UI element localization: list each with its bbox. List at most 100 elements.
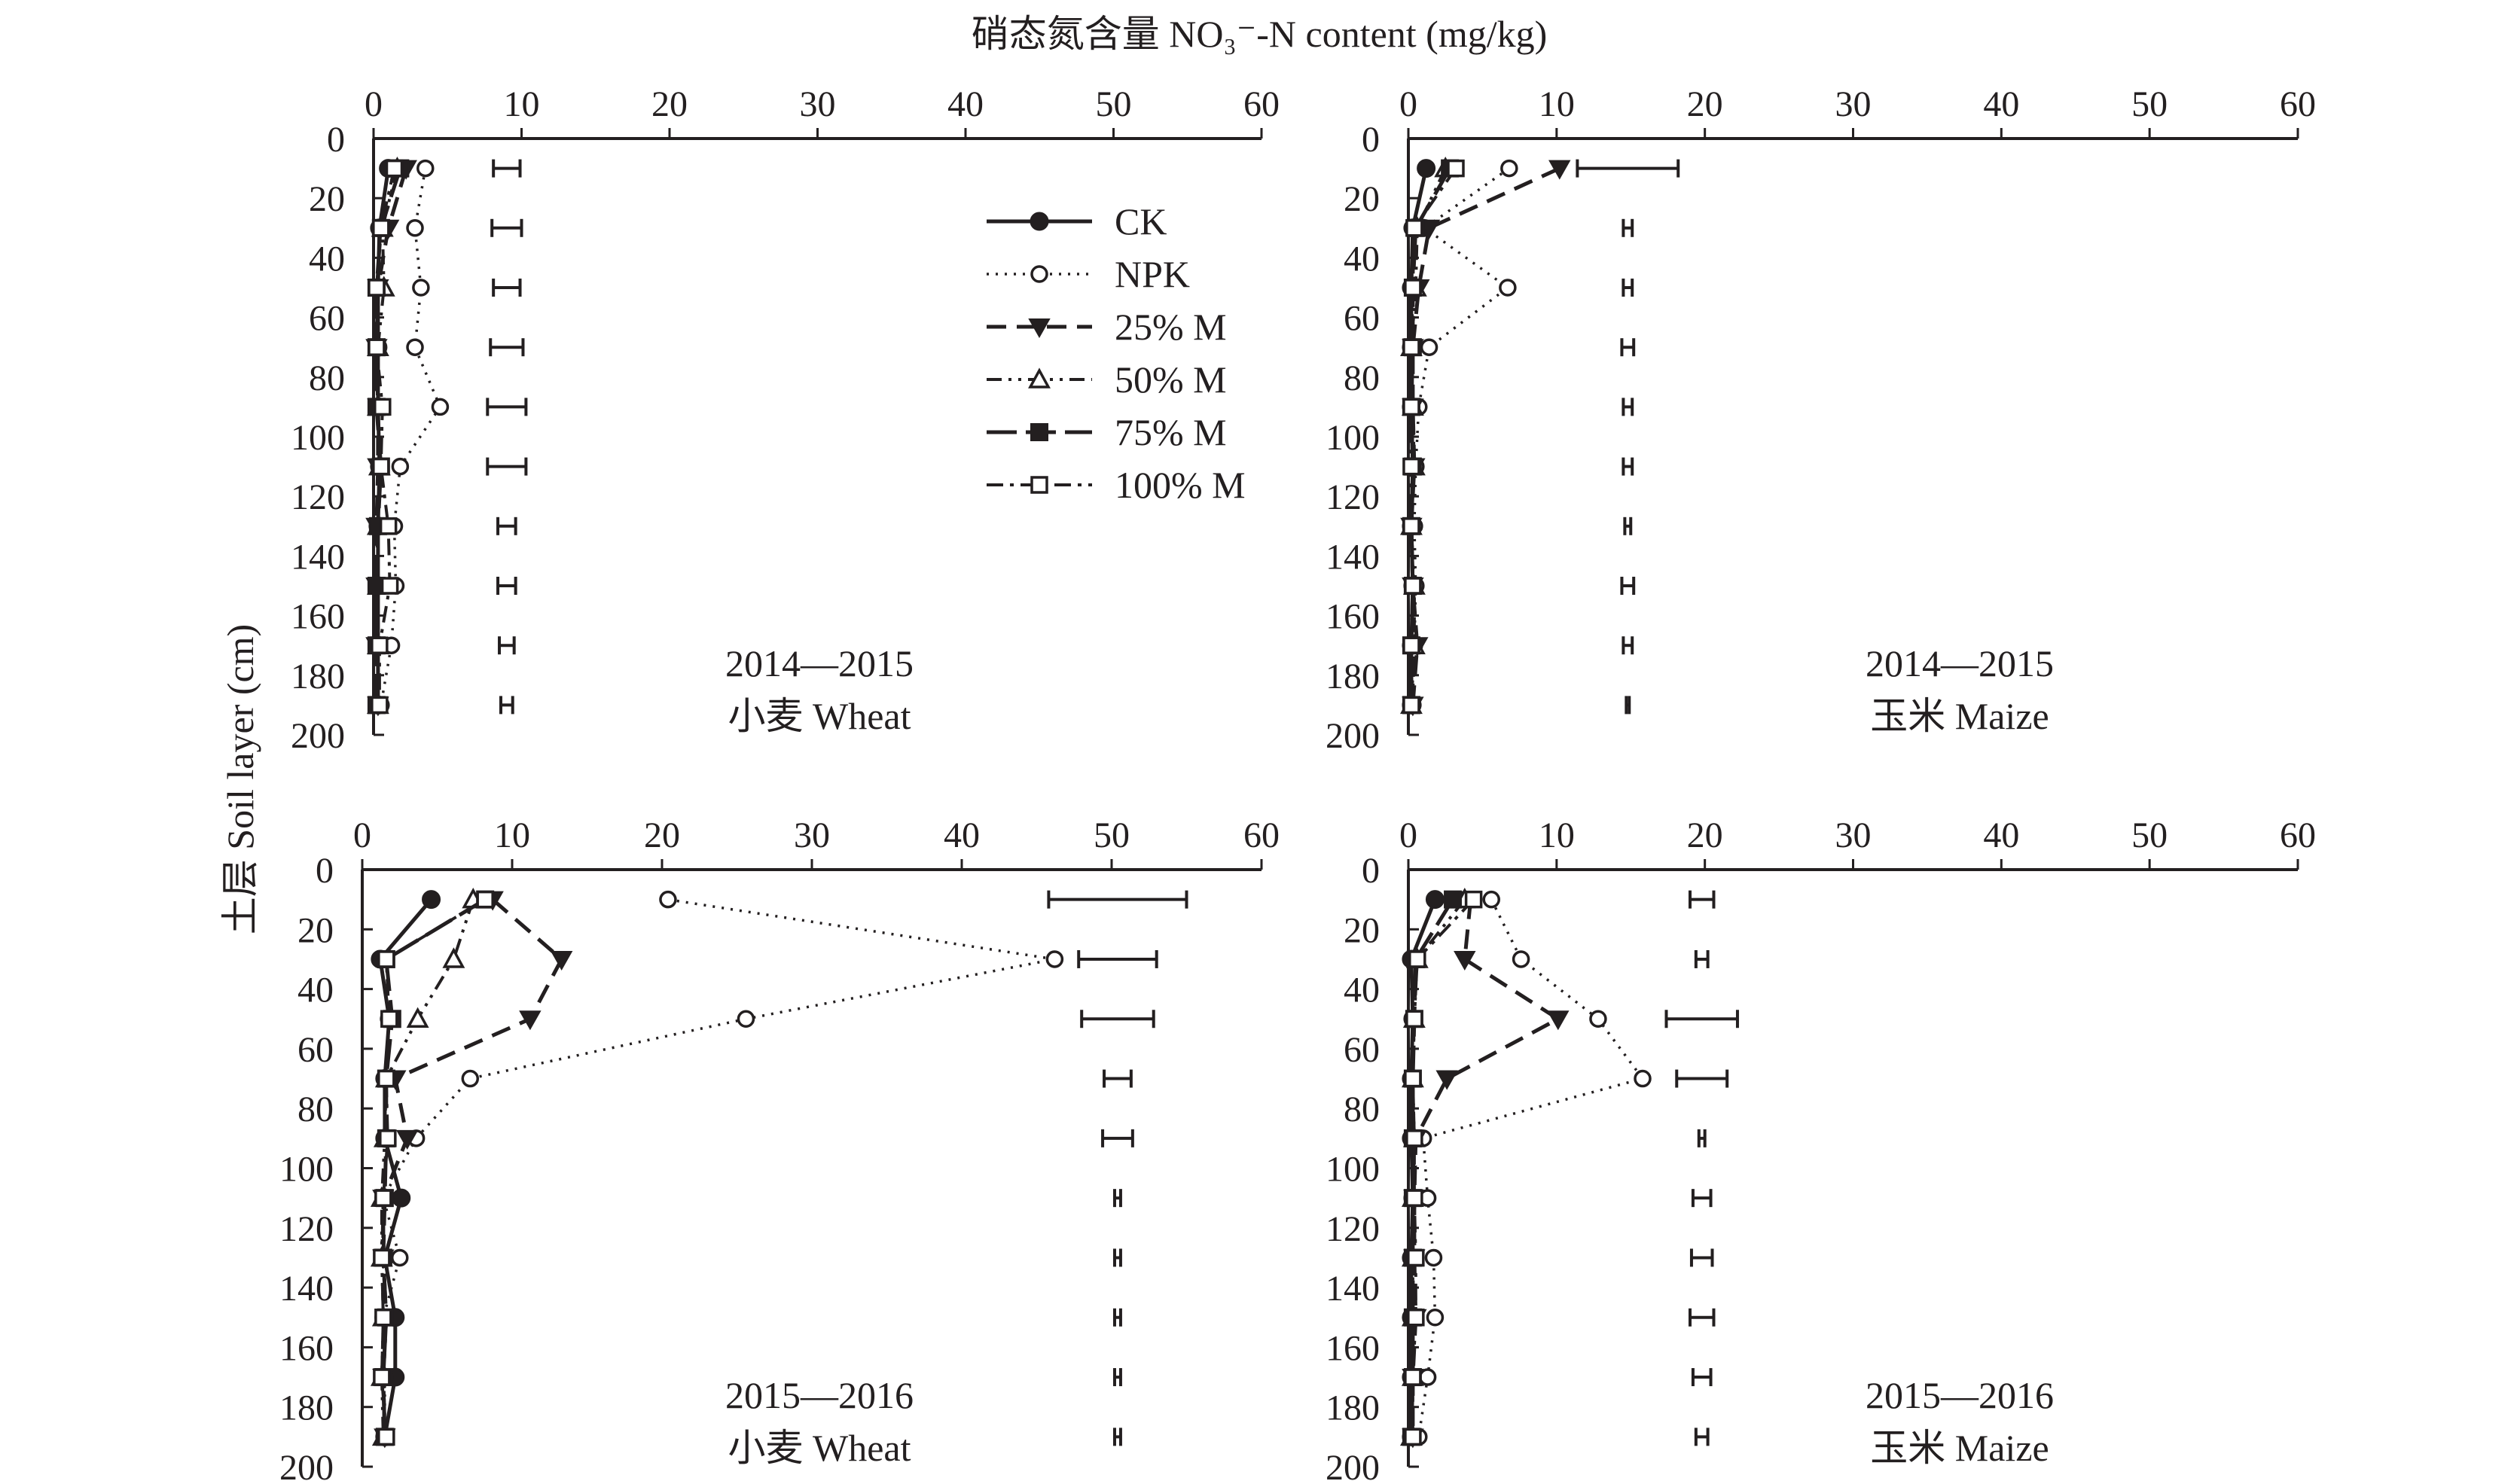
error-bar (1620, 338, 1636, 357)
error-bar (1675, 1069, 1729, 1088)
legend-label: NPK (1115, 253, 1190, 295)
x-tick-label: 60 (1243, 84, 1280, 124)
series-line (1411, 899, 1561, 1437)
y-tick-label: 40 (309, 239, 345, 279)
data-point (1426, 1309, 1445, 1327)
panel-label-crop: 小麦 Wheat (728, 695, 911, 737)
legend-entry: 50% M (987, 358, 1227, 401)
error-bar (1112, 1189, 1122, 1208)
data-point (1402, 517, 1420, 535)
data-point (374, 1189, 392, 1207)
data-point (659, 890, 677, 909)
error-bar (1077, 949, 1158, 968)
y-tick-label: 180 (1326, 1388, 1380, 1428)
y-tick-label: 40 (1344, 239, 1380, 279)
error-bar (1112, 1308, 1122, 1327)
x-tick-label: 40 (1983, 815, 2019, 855)
error-bar (492, 279, 522, 297)
legend-label: CK (1115, 200, 1167, 242)
series-line (382, 897, 1057, 1437)
data-point (1402, 636, 1420, 654)
error-bar (1101, 1129, 1134, 1147)
y-tick-label: 60 (297, 1030, 334, 1070)
y-tick-label: 120 (1326, 1209, 1380, 1249)
y-tick-label: 80 (309, 358, 345, 398)
data-point (385, 159, 404, 178)
y-tick-label: 200 (1326, 1448, 1380, 1481)
data-point (737, 1010, 755, 1028)
data-point (377, 950, 395, 968)
y-tick-label: 80 (1344, 1089, 1380, 1129)
error-bar (1694, 1428, 1710, 1446)
data-point (1402, 696, 1420, 715)
data-point (1402, 338, 1420, 356)
data-point (406, 219, 424, 237)
error-bar (1576, 159, 1680, 178)
data-point (391, 457, 410, 476)
y-tick-label: 180 (1326, 657, 1380, 696)
legend-marker (1030, 265, 1048, 283)
legend-marker (1030, 212, 1049, 231)
error-bar (496, 517, 517, 535)
x-tick-label: 20 (651, 84, 688, 124)
data-point (412, 279, 430, 297)
data-point (1500, 159, 1518, 178)
data-point (1482, 890, 1500, 909)
error-bar (489, 338, 525, 357)
data-point (1444, 890, 1463, 909)
data-point (406, 338, 424, 356)
legend-entry: CK (987, 200, 1167, 242)
legend-label: 75% M (1115, 411, 1227, 453)
data-point (373, 1368, 391, 1386)
error-bar (1623, 517, 1633, 535)
y-tick-label: 100 (279, 1150, 334, 1190)
series-line (1409, 166, 1561, 705)
x-tick-label: 50 (1096, 84, 1132, 124)
data-point (380, 1010, 398, 1028)
y-tick-label: 40 (1344, 971, 1380, 1010)
error-bar (1620, 577, 1636, 595)
x-tick-label: 20 (644, 815, 680, 855)
error-bar (498, 636, 516, 655)
error-bar (1080, 1010, 1155, 1028)
x-tick-label: 60 (2280, 815, 2316, 855)
data-point (368, 338, 386, 356)
y-tick-label: 20 (309, 179, 345, 219)
data-point (1407, 1309, 1425, 1327)
x-tick-label: 40 (944, 815, 980, 855)
legend-label: 25% M (1115, 306, 1227, 348)
series-line (1411, 167, 1510, 705)
error-bar (1622, 457, 1634, 476)
data-point (1454, 950, 1476, 971)
y-tick-label: 160 (1326, 1328, 1380, 1368)
data-point (1407, 1248, 1425, 1267)
error-bar (1112, 1368, 1122, 1387)
error-bar (1664, 1010, 1739, 1028)
error-bar (496, 577, 517, 595)
error-bar (1625, 696, 1631, 715)
error-bar (1688, 1308, 1716, 1327)
y-tick-label: 200 (291, 716, 345, 756)
series-line (381, 897, 564, 1437)
error-bar (492, 159, 522, 178)
legend-marker (1028, 318, 1051, 339)
y-tick-label: 120 (1326, 477, 1380, 517)
data-point (1404, 1368, 1422, 1386)
data-point (1425, 890, 1445, 910)
series-line (380, 168, 442, 705)
data-point (379, 1129, 397, 1147)
panel-label-crop: 玉米 Maize (1870, 695, 2049, 737)
data-point (550, 950, 573, 971)
y-tick-label: 0 (1362, 120, 1380, 160)
data-point (371, 636, 389, 654)
y-tick-label: 120 (279, 1209, 334, 1249)
x-tick-label: 50 (2131, 84, 2168, 124)
series-line (380, 897, 487, 1437)
x-tick-label: 40 (1983, 84, 2019, 124)
error-bar (1691, 1368, 1713, 1387)
data-point (416, 159, 435, 178)
x-tick-label: 30 (794, 815, 830, 855)
data-point (373, 1248, 391, 1267)
y-tick-label: 80 (297, 1089, 334, 1129)
